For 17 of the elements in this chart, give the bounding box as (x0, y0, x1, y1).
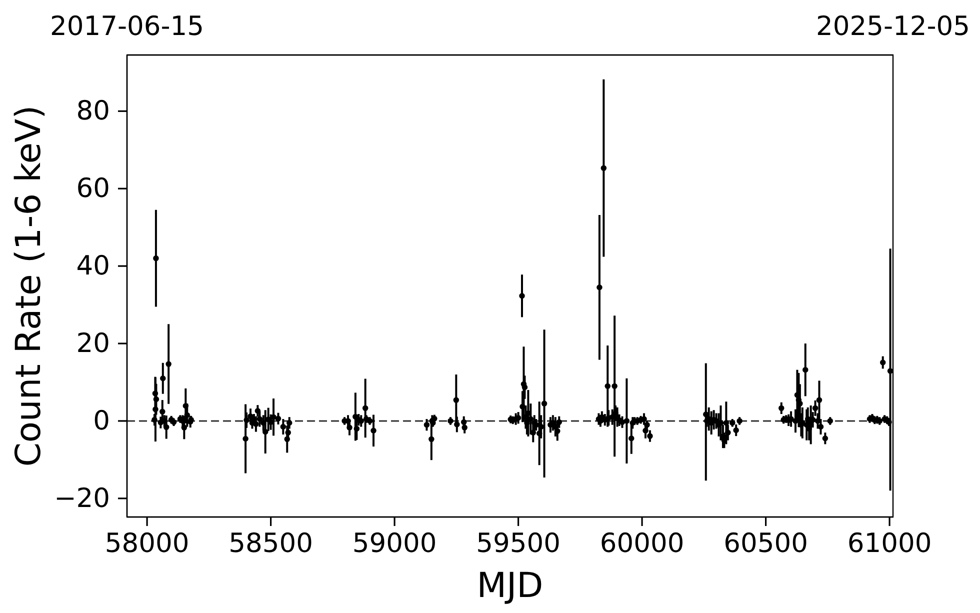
x-tick-label: 60000 (600, 528, 684, 559)
x2-tick-label: 2025-12-05 (816, 11, 970, 42)
x-tick-label: 58000 (104, 528, 190, 559)
y-tick-label: −20 (54, 482, 110, 514)
x-tick-label: 58500 (228, 528, 313, 559)
x-tick-label: 60500 (724, 528, 808, 559)
x2-tick-label: 2017-06-15 (50, 11, 204, 42)
x-tick-label: 61000 (847, 528, 932, 559)
x-tick-label: 59000 (352, 528, 437, 559)
y-tick-label: 60 (76, 173, 110, 204)
y-tick-label: 0 (93, 405, 110, 436)
y-tick-label: 40 (76, 250, 110, 282)
y-tick-label: 80 (76, 96, 110, 127)
x-tick-label: 59500 (476, 528, 560, 559)
y-axis-title: Count Rate (1-6 keV) (9, 105, 49, 467)
y-tick-label: 20 (76, 328, 110, 359)
x-axis-title: MJD (476, 566, 544, 606)
